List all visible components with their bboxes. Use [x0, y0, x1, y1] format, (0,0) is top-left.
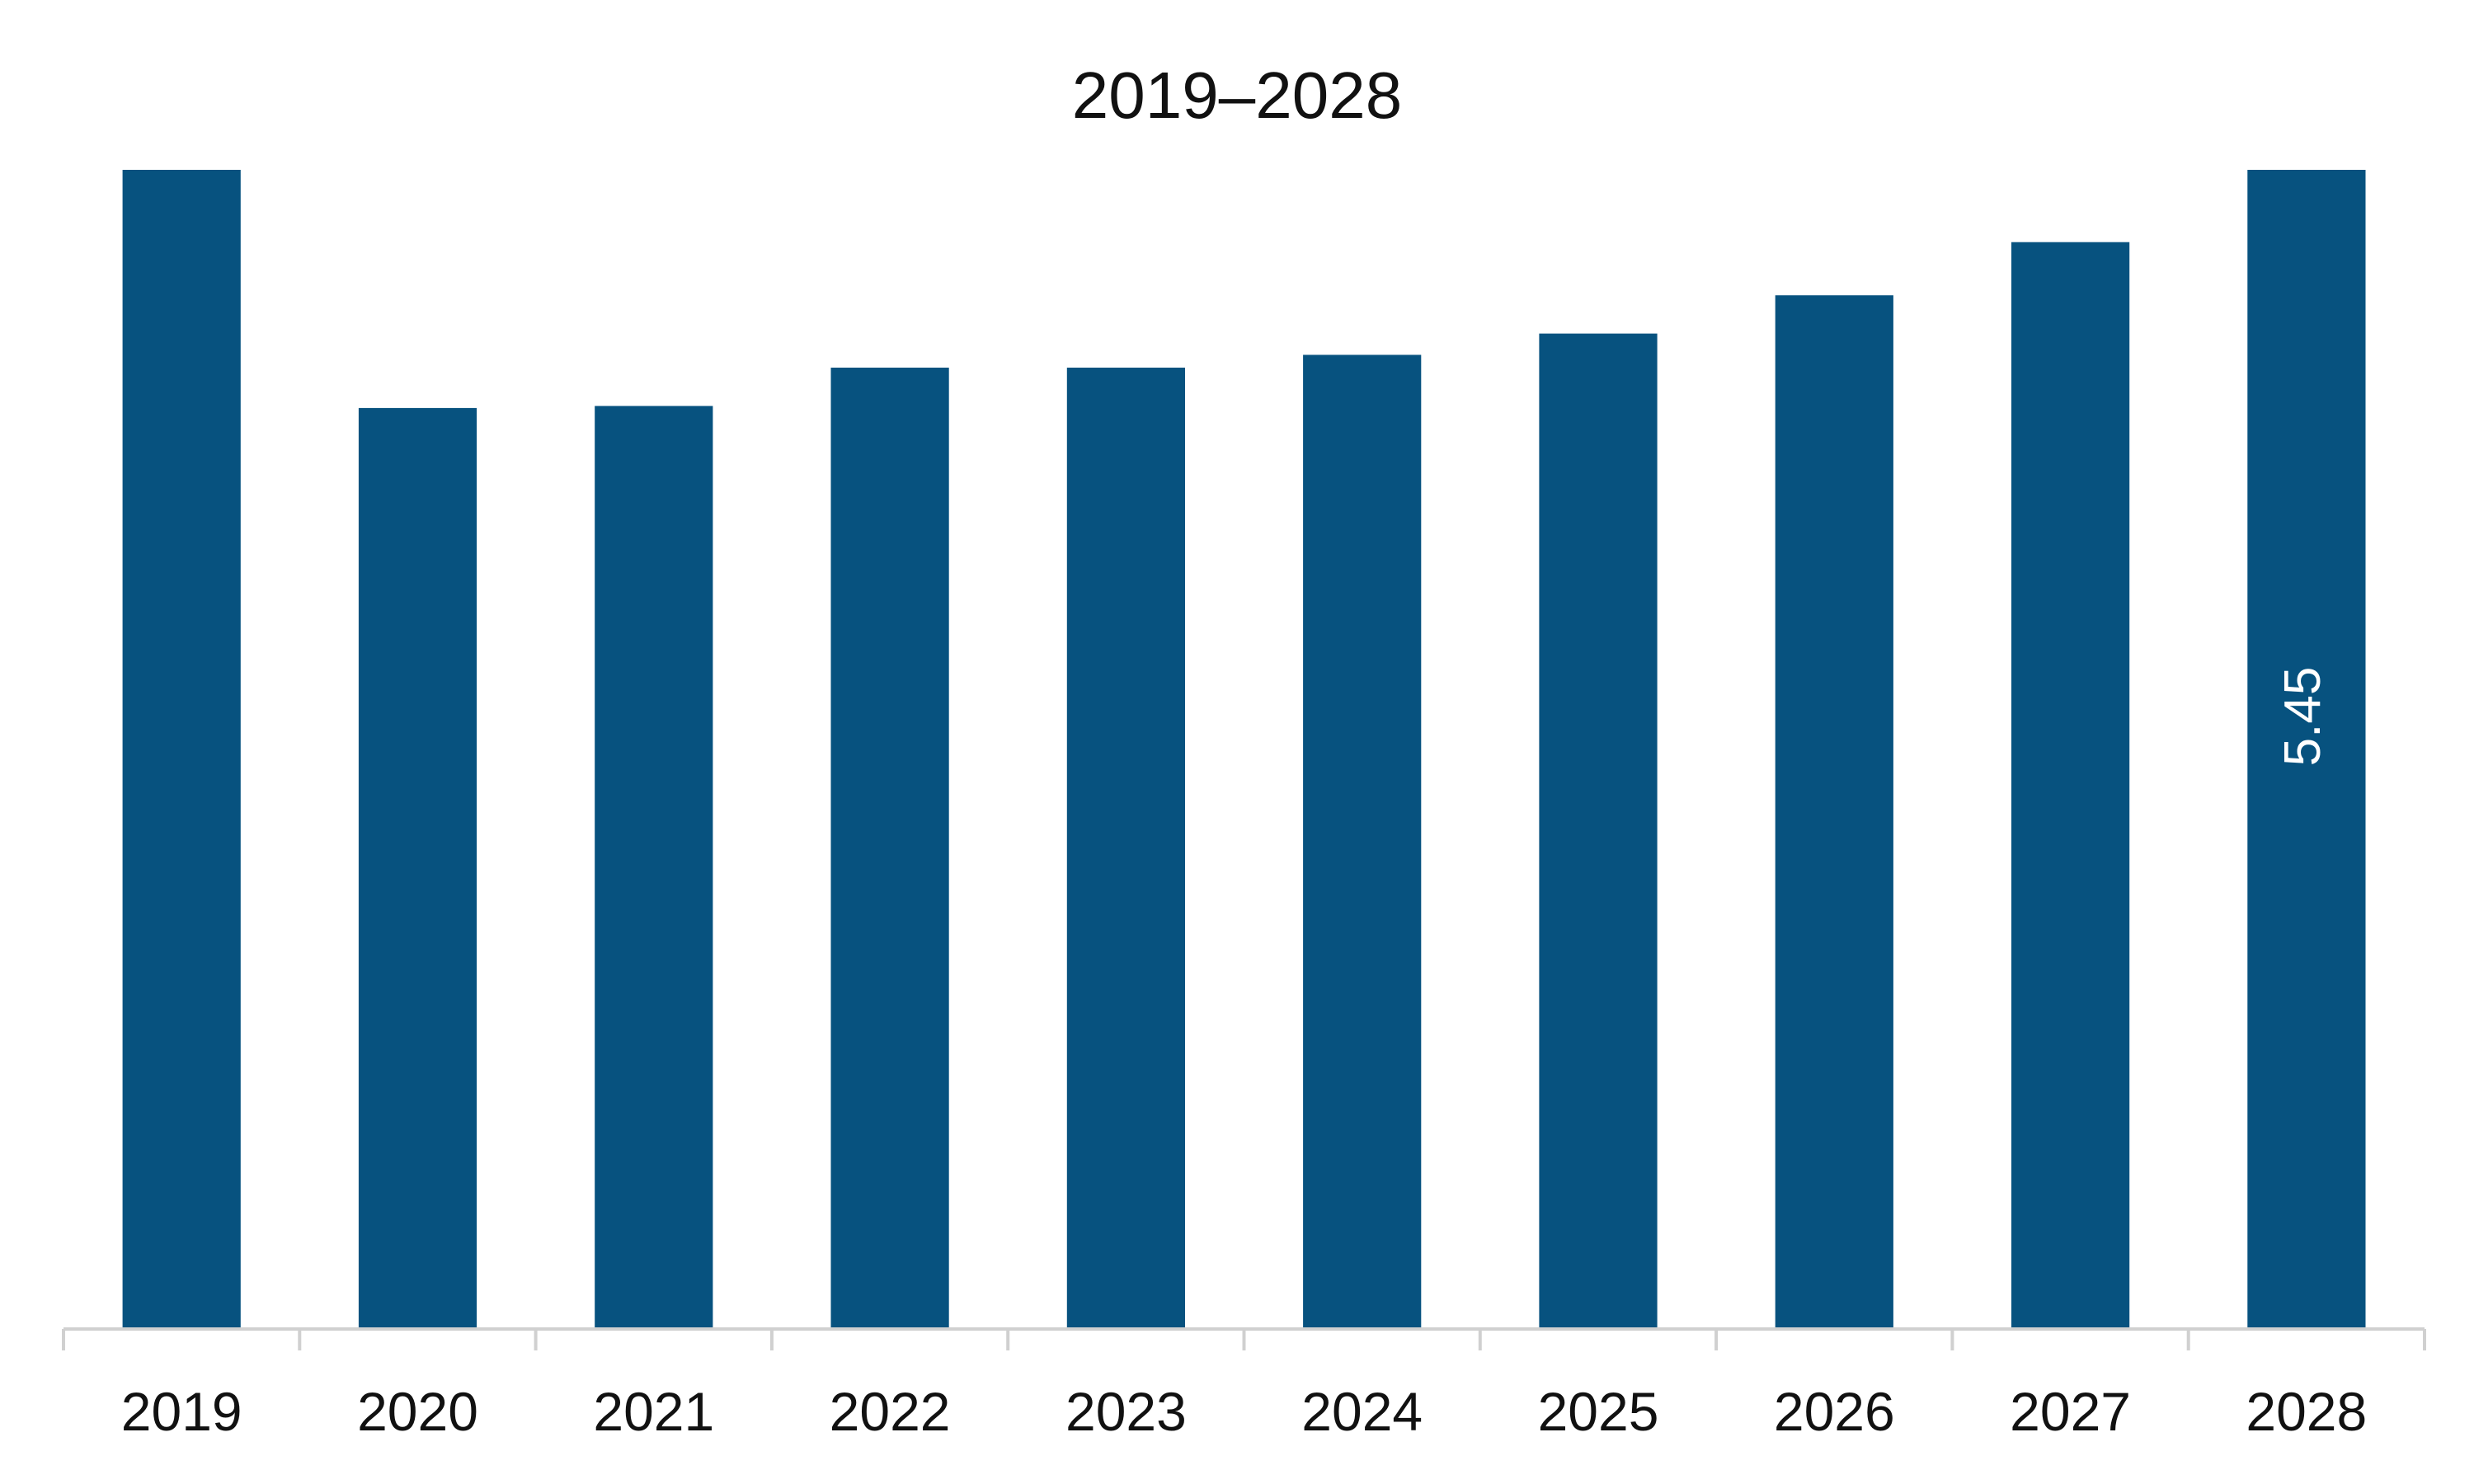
bar-2026	[1775, 295, 1893, 1330]
bar-2023	[1066, 367, 1185, 1329]
bar-2025	[1539, 333, 1658, 1330]
data-labels: 5.45	[2274, 667, 2331, 767]
x-tick-label-2026: 2026	[1774, 1381, 1895, 1442]
bar-2024	[1303, 355, 1422, 1329]
x-tick-label-2021: 2021	[593, 1381, 714, 1442]
bar-2027	[2011, 242, 2130, 1330]
x-tick-label-2027: 2027	[2010, 1381, 2131, 1442]
x-tick-label-2022: 2022	[830, 1381, 951, 1442]
x-tick-label-2019: 2019	[121, 1381, 242, 1442]
bar-2019	[122, 170, 241, 1329]
bar-2022	[830, 367, 949, 1329]
x-tick-labels: 2019 2020 2021 2022 2023 2024 2025 2026 2027 2028	[121, 1381, 2367, 1442]
x-tick-label-2020: 2020	[357, 1381, 478, 1442]
chart-title: 2019–2028	[1071, 59, 1403, 132]
bar-2028	[2247, 170, 2366, 1329]
bars-group	[122, 170, 2366, 1330]
bar-2020	[358, 407, 477, 1329]
x-tick-label-2028: 2028	[2246, 1381, 2367, 1442]
bar-2021	[595, 406, 713, 1329]
x-axis	[62, 1327, 2426, 1350]
x-tick-label-2023: 2023	[1065, 1381, 1187, 1442]
x-tick-label-2024: 2024	[1301, 1381, 1423, 1442]
data-label-2028: 5.45	[2274, 667, 2331, 767]
x-tick-label-2025: 2025	[1538, 1381, 1659, 1442]
